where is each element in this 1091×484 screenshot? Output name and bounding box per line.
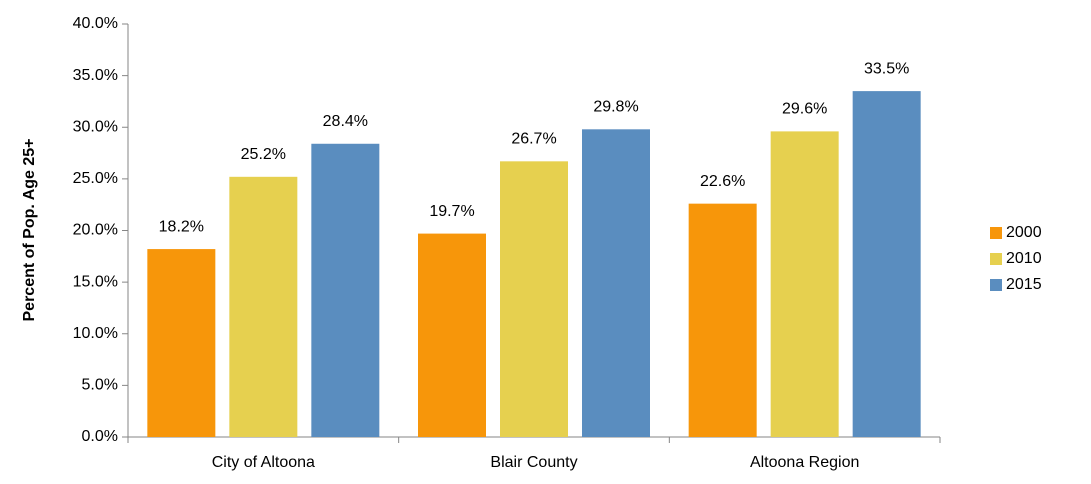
y-tick-label: 0.0%	[82, 428, 118, 445]
bar	[418, 233, 486, 437]
bar	[500, 161, 568, 437]
y-tick-label: 35.0%	[73, 67, 118, 84]
data-label: 26.7%	[511, 131, 556, 148]
bar	[582, 129, 650, 437]
legend-label: 2000	[1006, 224, 1042, 241]
y-tick-label: 20.0%	[73, 222, 118, 239]
bar	[852, 91, 921, 438]
legend-swatch	[990, 227, 1002, 239]
data-label: 22.6%	[700, 173, 745, 190]
data-label: 29.6%	[782, 101, 827, 118]
y-tick-label: 10.0%	[73, 325, 118, 342]
legend-swatch	[990, 253, 1002, 265]
y-tick-label: 15.0%	[73, 273, 118, 290]
data-label: 19.7%	[429, 203, 474, 220]
x-tick-label: Blair County	[490, 454, 577, 471]
bar	[147, 249, 216, 437]
y-tick-label: 5.0%	[82, 377, 118, 394]
data-label: 18.2%	[159, 218, 204, 235]
legend-swatch	[990, 279, 1002, 291]
bar	[688, 203, 757, 437]
y-axis-label: Percent of Pop. Age 25+	[21, 138, 38, 321]
y-tick-label: 30.0%	[73, 118, 118, 135]
data-label: 28.4%	[323, 113, 368, 130]
x-tick-label: Altoona Region	[750, 454, 859, 471]
data-label: 25.2%	[241, 146, 286, 163]
bar	[311, 143, 380, 437]
y-tick-label: 40.0%	[73, 15, 118, 32]
data-label: 29.8%	[593, 99, 638, 116]
data-label: 33.5%	[864, 60, 909, 77]
x-tick-label: City of Altoona	[212, 454, 315, 471]
legend-label: 2015	[1006, 276, 1042, 293]
legend-label: 2010	[1006, 250, 1042, 267]
bar	[229, 176, 298, 437]
y-tick-label: 25.0%	[73, 170, 118, 187]
bar	[770, 131, 839, 437]
